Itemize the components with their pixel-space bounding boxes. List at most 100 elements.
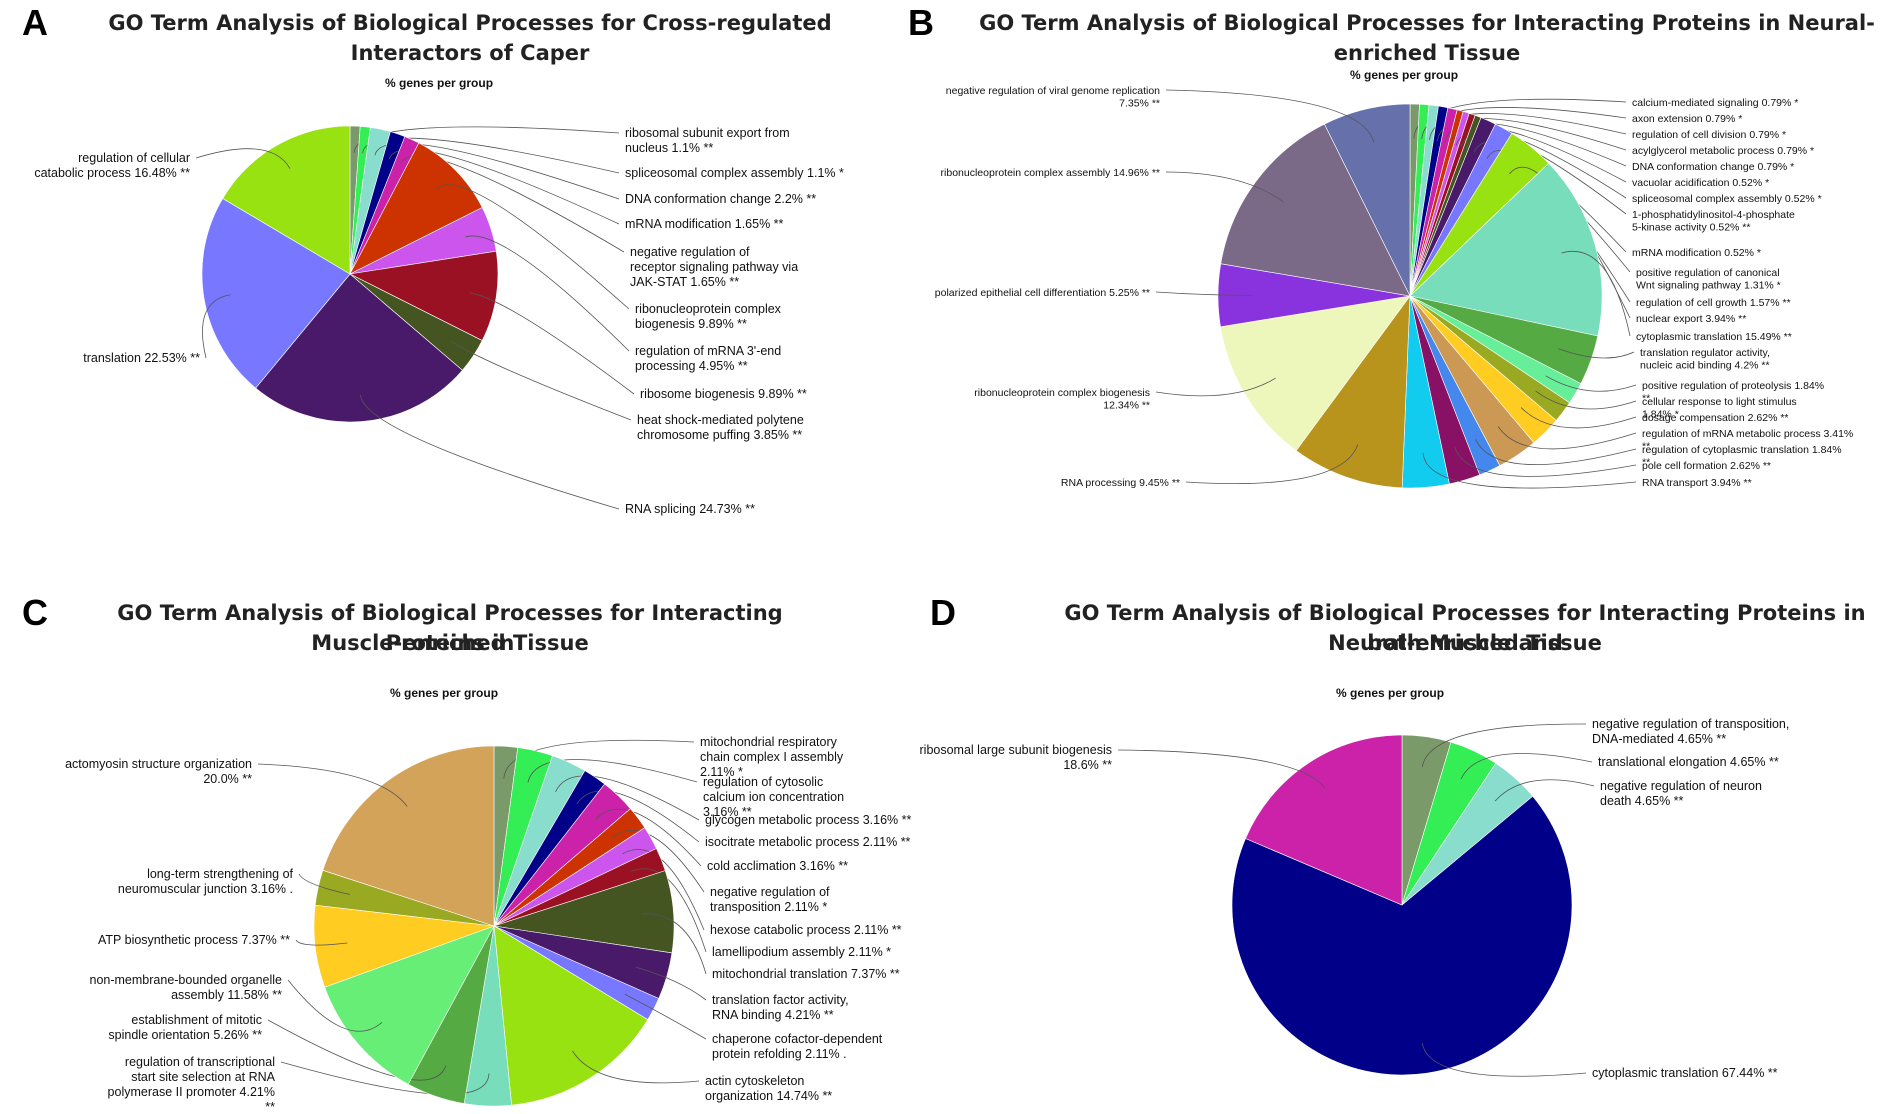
pie-b-leader-1 [1421,107,1627,140]
pie-c-leader-2 [555,775,700,821]
pie-b-leader-16 [1520,407,1637,429]
pie-b-slice-25 [1324,103,1411,297]
pie-b-label-16: dosage compensation 2.62% ** [1642,412,1789,424]
pie-b-label-18: regulation of cytoplasmic translation 1.… [1642,444,1842,469]
pie-chart-a: ribosomal subunit export from nucleus 1.1… [34,125,844,516]
pie-b-leader-20 [1422,452,1637,489]
pie-a-label-1: spliceosomal complex assembly 1.1% * [625,166,844,180]
pie-d-leader-1 [1460,753,1593,779]
pie-c-label-4: cold acclimation 3.16% ** [707,859,848,873]
pie-b-label-7: 1-phosphatidylinositol-4-phosphate 5-kina… [1632,209,1795,234]
pie-c-leader-0 [503,739,695,779]
panel-a-subtitle: % genes per group [385,76,494,90]
pie-b-leader-14 [1545,375,1637,392]
pie-d-label-4: ribosomal large subunit biogenesis 18.6% … [920,743,1113,772]
pie-b-label-20: RNA transport 3.94% ** [1642,477,1752,489]
pie-b-label-25: negative regulation of viral genome repl… [946,85,1160,110]
pie-b-leader-24 [1165,171,1284,203]
pie-b-label-5: vacuolar acidification 0.52% * [1632,177,1769,189]
pie-b-label-23: polarized epithelial cell differentiatio… [935,287,1150,299]
pie-b-label-3: acylglycerol metabolic process 0.79% * [1632,145,1814,157]
pie-b-label-19: pole cell formation 2.62% ** [1642,460,1771,472]
pie-c-leader-3 [576,790,700,843]
pie-c-label-11: actin cytoskeleton organization 14.74% ** [705,1074,832,1103]
pie-d-slice-4 [1245,734,1403,906]
pie-c-leader-7 [630,868,707,953]
pie-b-slice-24 [1220,123,1411,297]
pie-b-leader-2 [1429,113,1627,140]
pie-chart-b: calcium-mediated signaling 0.79% * axon e… [935,85,1853,489]
pie-a-slice-9 [255,273,463,423]
pie-c-label-8: mitochondrial translation 7.37% ** [712,967,900,981]
pie-b-label-17: regulation of mRNA metabolic process 3.4… [1642,428,1853,453]
pie-d-leader-4 [1117,749,1326,789]
pie-c-label-0: mitochondrial respiratory chain complex I… [700,735,844,779]
panel-letter-c: C [22,592,48,633]
pie-a-leader-11 [195,148,291,169]
pie-b-leader-21 [1185,444,1359,484]
pie-c-leader-16 [298,873,350,895]
pie-b-slice-21 [1295,295,1411,489]
pie-a-leader-6 [465,235,630,352]
pie-c-leader-8 [641,913,707,975]
pie-a-label-8: heat shock-mediated polytene chromosome p… [637,413,804,442]
pie-b-label-9: positive regulation of canonical Wnt sign… [1636,267,1781,292]
pie-a-leader-3 [388,149,620,225]
pie-d-leader-0 [1421,723,1587,768]
panel-c-title-line1: GO Term Analysis of Biological Processes… [117,601,783,655]
pie-a-label-0: ribosomal subunit export from nucleus 1.1… [625,126,790,155]
pie-b-leader-12 [1561,251,1631,337]
pie-b-label-15: cellular response to light stimulus 1.84%… [1642,396,1797,421]
pie-c-leader-15 [295,939,348,946]
pie-d-label-3: cytoplasmic translation 67.44% ** [1592,1066,1778,1080]
pie-c-leader-5 [611,829,705,893]
pie-b-label-13: translation regulator activity, nucleic a… [1640,347,1770,372]
pie-b-label-2: regulation of cell division 0.79% * [1632,129,1786,141]
pie-b-label-21: RNA processing 9.45% ** [1061,477,1180,489]
pie-d-leader-2 [1494,779,1595,802]
pie-c-label-13: establishment of mitotic spindle orientat… [108,1013,262,1042]
pie-a-leader-9 [359,394,620,510]
pie-b-label-6: spliceosomal complex assembly 0.52% * [1632,193,1822,205]
pie-b-label-1: axon extension 0.79% * [1632,113,1742,125]
pie-c-label-2: glycogen metabolic process 3.16% ** [705,813,912,827]
pie-b-leader-13 [1558,348,1635,359]
pie-c-label-5: negative regulation of transposition 2.11… [710,885,830,914]
pie-a-slice-10 [201,198,351,389]
pie-c-label-16: long-term strengthening of neuromuscular … [118,867,294,896]
pie-c-leader-6 [622,849,705,931]
pie-b-label-12: cytoplasmic translation 15.49% ** [1636,331,1792,343]
pie-c-leader-17 [257,763,408,807]
pie-a-label-7: ribosome biogenesis 9.89% ** [640,387,807,401]
pie-c-label-3: isocitrate metabolic process 2.11% ** [705,835,911,849]
panel-d-subtitle: % genes per group [1336,686,1445,700]
pie-c-leader-11 [572,1050,700,1084]
pie-b-label-22: ribonucleoprotein complex biogenesis 12.3… [974,387,1150,412]
pie-c-label-7: lamellipodium assembly 2.11% * [712,945,891,959]
pie-c-label-15: ATP biosynthetic process 7.37% ** [98,933,290,947]
pie-c-leader-1 [527,759,698,783]
pie-a-label-3: mRNA modification 1.65% ** [625,217,784,231]
pie-d-label-2: negative regulation of neuron death 4.65%… [1600,779,1762,808]
pie-b-label-4: DNA conformation change 0.79% * [1632,161,1794,173]
pie-b-label-0: calcium-mediated signaling 0.79% * [1632,97,1798,109]
pie-a-leader-7 [469,292,635,395]
pie-a-label-2: DNA conformation change 2.2% ** [625,192,816,206]
pie-c-leader-14 [287,979,383,1032]
pie-c-leader-10 [624,993,707,1040]
pie-c-label-6: hexose catabolic process 2.11% ** [710,923,902,937]
pie-d-label-1: translational elongation 4.65% ** [1598,755,1779,769]
pie-c-label-1: regulation of cytosolic calcium ion conce… [703,775,844,819]
pie-c-slice-14 [324,925,495,1085]
pie-b-leader-19 [1454,446,1637,477]
pie-b-leader-18 [1475,438,1637,466]
pie-a-label-5: ribonucleoprotein complex biogenesis 9.89… [635,302,782,331]
panel-a-title: GO Term Analysis of Biological Processes… [108,11,832,65]
pie-a-slice-7 [349,250,499,341]
pie-a-leader-5 [436,184,630,310]
panel-letter-a: A [22,2,48,43]
pie-b-leader-23 [1155,291,1253,296]
panel-d-title-line1: GO Term Analysis of Biological Processes… [1064,601,1866,655]
pie-b-leader-25 [1165,89,1375,143]
